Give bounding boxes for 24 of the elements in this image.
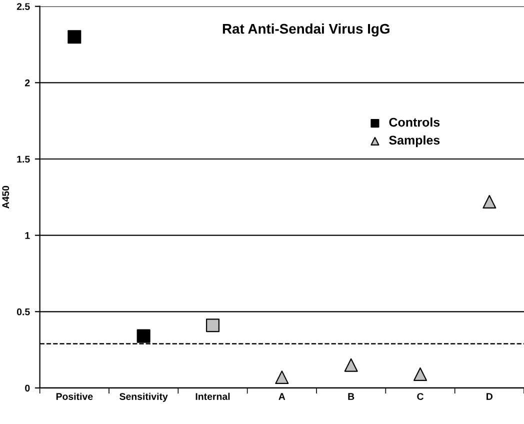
x-tick-label: B [348, 393, 354, 400]
y-tick-label: 1 [25, 232, 30, 239]
y-tick-label: 1.5 [17, 156, 30, 163]
legend-label: Samples [389, 135, 440, 148]
y-tick-label: 2.5 [16, 3, 30, 10]
point [482, 194, 496, 209]
x-tick-label: C [417, 393, 424, 400]
y-tick-label: 0.5 [16, 308, 30, 316]
y-tick-label: 2 [25, 79, 30, 86]
point [413, 367, 428, 381]
x-tick-label: A [278, 393, 286, 400]
point [68, 30, 82, 44]
point [275, 370, 289, 384]
legend-label: Controls [389, 118, 440, 127]
point [344, 358, 358, 372]
point [206, 318, 220, 332]
x-tick-label: Positive [56, 392, 93, 400]
text: Rat Anti-Sendai Virus IgG [222, 24, 390, 37]
point [136, 329, 150, 343]
x-tick-label: Internal [196, 392, 230, 400]
y-axis-title: A450 [2, 186, 10, 209]
y-tick-label: 0 [25, 384, 30, 392]
x-tick-label: D [486, 393, 493, 400]
x-tick-label: Sensitivity [120, 392, 168, 402]
